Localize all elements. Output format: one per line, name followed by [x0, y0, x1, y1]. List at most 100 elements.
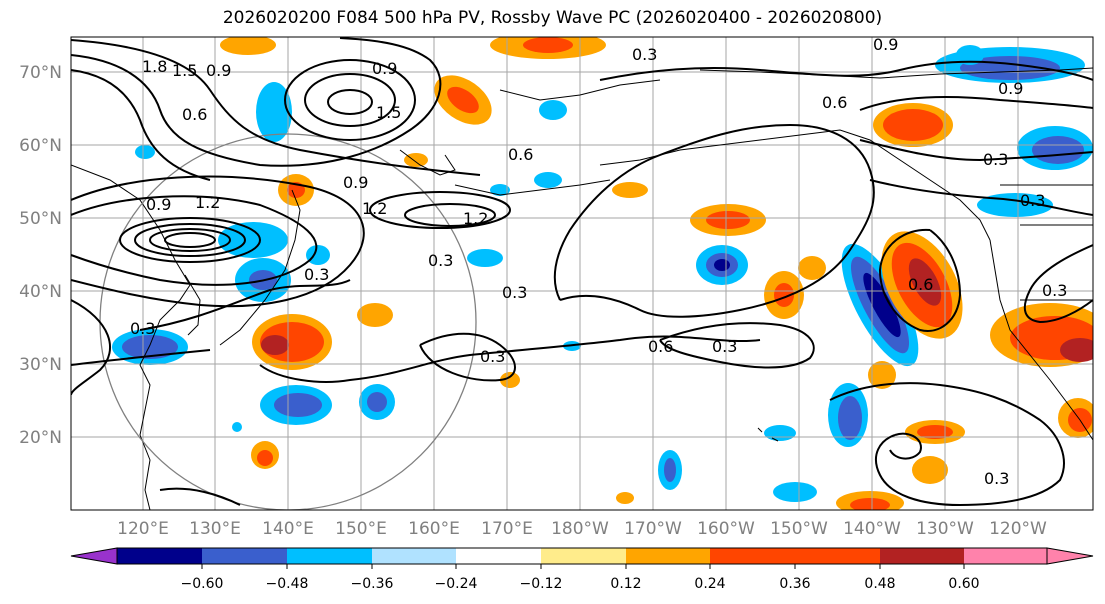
kamchatka-coast [399, 149, 456, 176]
contour-label: 0.9 [206, 61, 231, 80]
shade-blob [122, 335, 178, 359]
alaska-coast [599, 129, 991, 241]
shade-blob [357, 303, 393, 327]
colorbar-segment [372, 548, 456, 564]
contour-label: 1.2 [195, 193, 220, 212]
shade-blob [714, 259, 730, 271]
shade-blob [908, 258, 942, 306]
japan-coast [219, 189, 301, 346]
shade-blob [447, 86, 479, 114]
lon-label: 160°E [408, 519, 460, 539]
colorbar-segment [795, 548, 880, 564]
contour-label: 0.3 [428, 251, 453, 270]
shade-blob [220, 37, 276, 55]
colorbar-tick-label: 0.60 [948, 576, 979, 592]
lon-label: 120°W [989, 519, 1047, 539]
contour-label: 1.2 [463, 209, 488, 228]
colorbar-segment [964, 548, 1047, 564]
lat-label: 70°N [19, 63, 62, 83]
map-frame [70, 36, 1094, 511]
contour-label: 0.3 [130, 319, 155, 338]
map-title: 2026020200 F084 500 hPa PV, Rossby Wave … [222, 8, 883, 28]
shade-blob [863, 272, 901, 338]
contour-label: 0.3 [983, 150, 1008, 169]
colorbar-frame [116, 547, 1048, 565]
contour-label: 0.3 [304, 265, 329, 284]
colorbar: −0.60 −0.48 −0.36 −0.24 −0.12 0.12 0.24 … [70, 547, 1094, 592]
colorbar-extend-max [1046, 547, 1094, 565]
colorbar-extend-min [70, 547, 118, 565]
shade-blob [367, 392, 387, 412]
lon-label: 120°E [117, 519, 169, 539]
shade-blob [664, 458, 676, 482]
colorbar-segment [710, 548, 795, 564]
contour-label: 0.3 [632, 45, 657, 64]
na-west-coast [989, 239, 1093, 441]
lon-label: 130°E [189, 519, 241, 539]
contour-label: 0.3 [480, 347, 505, 366]
bering-coast [499, 79, 661, 101]
contour-label: 1.2 [362, 199, 387, 218]
longitude-labels: 120°E 130°E 140°E 150°E 160°E 170°E 180°… [117, 519, 1047, 539]
shade-blob [912, 456, 948, 484]
contour-label: 0.9 [343, 173, 368, 192]
shade-blob [261, 335, 289, 355]
shade-blob [616, 492, 634, 504]
colorbar-tick-label: 0.24 [694, 576, 725, 592]
colorbar-segment [880, 548, 964, 564]
shade-blob [257, 450, 273, 466]
lon-label: 130°W [916, 519, 974, 539]
colorbar-segment [626, 548, 710, 564]
shade-blob [404, 153, 428, 167]
shade-blob [956, 45, 984, 65]
shade-blob [774, 283, 794, 307]
shade-blob [232, 422, 242, 432]
lat-label: 40°N [19, 282, 62, 302]
shade-blob [917, 425, 953, 439]
lat-label: 60°N [19, 136, 62, 156]
korea-coast [184, 274, 201, 336]
hawaii-islands [757, 427, 779, 442]
shade-blob [274, 393, 322, 417]
lon-label: 160°W [697, 519, 755, 539]
contour-label: 1.8 [142, 57, 167, 76]
colorbar-segment [541, 548, 626, 564]
lon-label: 170°W [624, 519, 682, 539]
shade-blob [706, 211, 750, 229]
colorbar-segment [287, 548, 372, 564]
lon-label: 140°W [843, 519, 901, 539]
aleutian-arc [454, 179, 611, 196]
contour-label: 1.5 [376, 103, 401, 122]
lon-label: 150°W [770, 519, 828, 539]
asia-coast [71, 164, 191, 510]
shade-blob [218, 222, 288, 258]
shade-blob [490, 184, 510, 196]
colorbar-segment [117, 548, 202, 564]
contour-label: 1.5 [172, 61, 197, 80]
shade-blob [838, 396, 862, 440]
shade-blob [135, 145, 155, 159]
contour-label: 0.6 [908, 275, 933, 294]
colorbar-tick-label: 0.12 [610, 576, 641, 592]
lon-label: 180°W [551, 519, 609, 539]
lat-label: 50°N [19, 209, 62, 229]
shade-blob [467, 249, 503, 267]
colorbar-segment [456, 548, 541, 564]
shade-blob [306, 245, 330, 265]
lat-label: 30°N [19, 355, 62, 375]
colorbar-tick-label: −0.12 [520, 576, 563, 592]
map-plot-area: 1.8 1.5 0.9 0.6 0.9 1.5 0.3 0.9 0.6 0.9 … [71, 37, 1093, 510]
shade-blob [534, 172, 562, 188]
state-border [1020, 224, 1093, 301]
colorbar-tick-label: 0.48 [864, 576, 895, 592]
shade-blob [523, 37, 573, 53]
shade-blob [850, 498, 890, 510]
shade-blob [773, 482, 817, 502]
lon-label: 140°E [262, 519, 314, 539]
shade-blob [764, 425, 796, 441]
colorbar-tick-label: −0.48 [266, 576, 309, 592]
lon-label: 150°E [335, 519, 387, 539]
contour-label: 0.9 [372, 59, 397, 78]
contour-label: 0.3 [1020, 191, 1045, 210]
